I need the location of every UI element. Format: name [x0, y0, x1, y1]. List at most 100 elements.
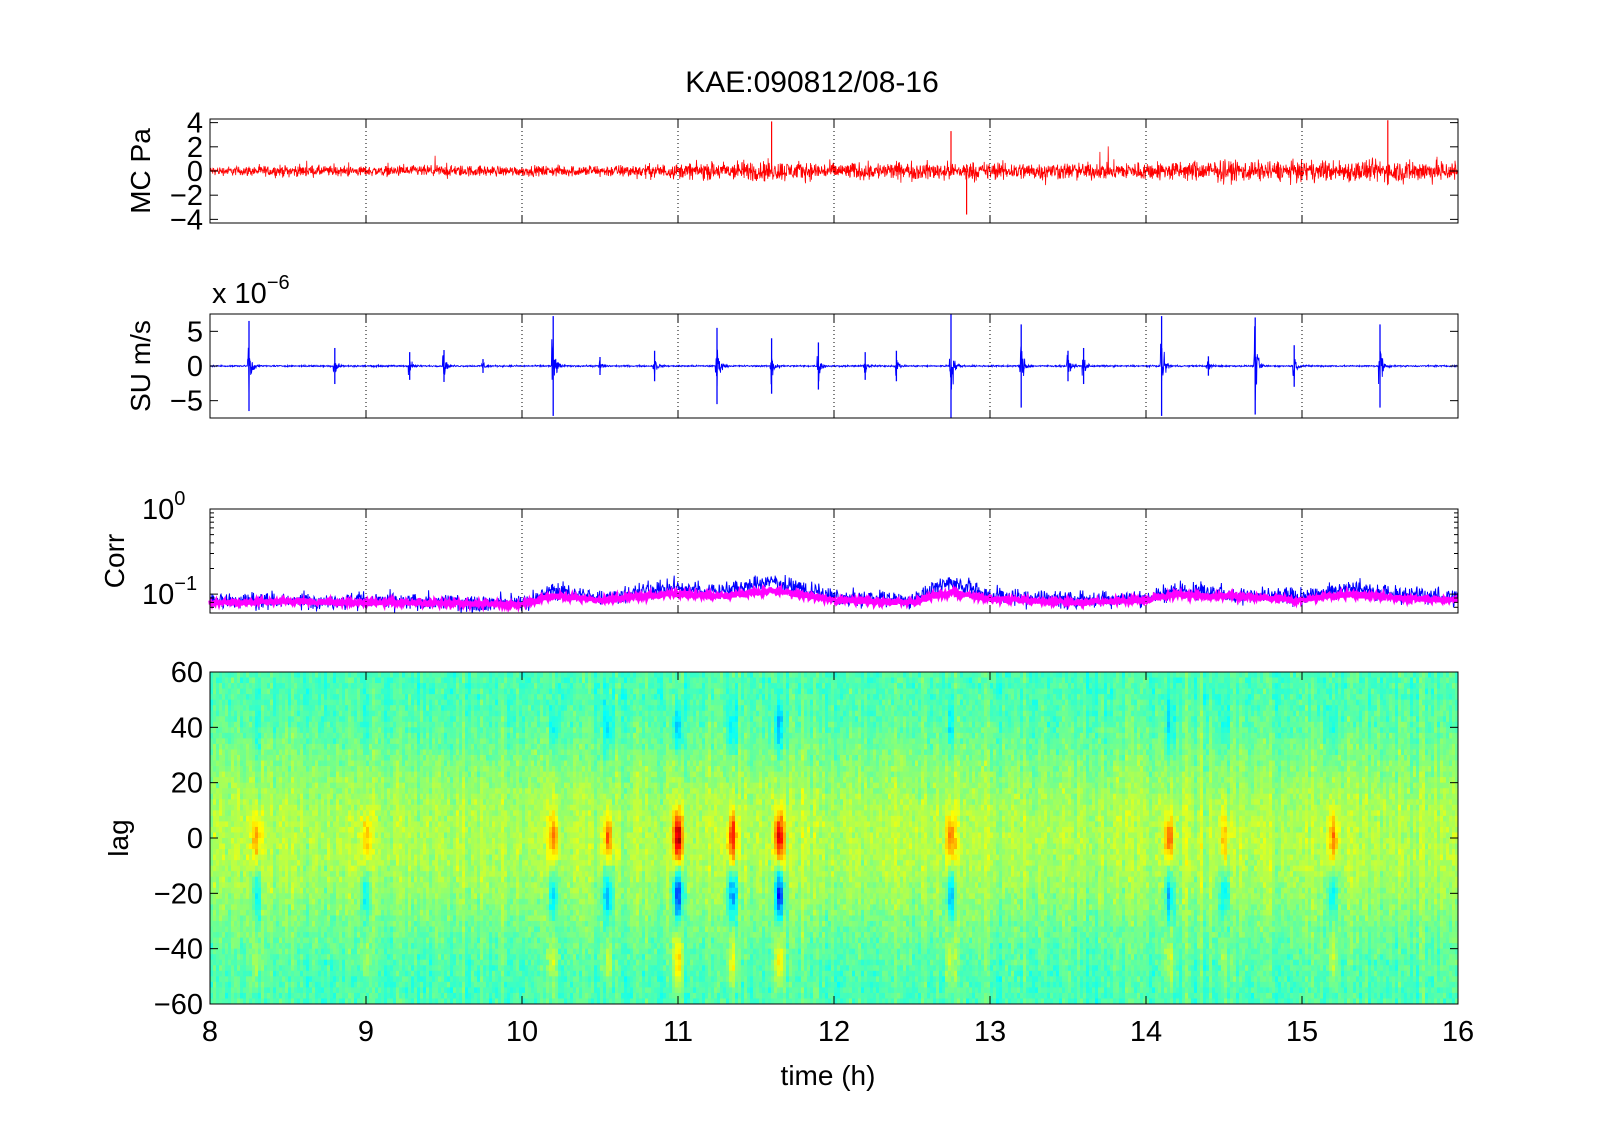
heatmap-cell: [294, 672, 298, 678]
heatmap-cell: [1119, 677, 1123, 684]
heatmap-cell: [1026, 688, 1030, 695]
heatmap-cell: [240, 716, 244, 723]
heatmap-cell: [333, 688, 337, 695]
heatmap-cell: [840, 688, 844, 695]
heatmap-cell: [1002, 694, 1006, 701]
heatmap-cell: [411, 688, 415, 695]
heatmap-cell: [696, 677, 700, 684]
heatmap-cell: [513, 727, 517, 734]
heatmap-cell: [327, 694, 331, 701]
heatmap-cell: [315, 727, 319, 734]
heatmap-cell: [1398, 694, 1402, 701]
heatmap-cell: [495, 672, 499, 678]
heatmap-cell: [441, 683, 445, 689]
heatmap-cell: [549, 705, 553, 712]
heatmap-cell: [534, 699, 538, 706]
heatmap-cell: [1371, 688, 1375, 695]
heatmap-cell: [1383, 672, 1387, 678]
heatmap-cell: [1314, 683, 1318, 689]
heatmap-cell: [1308, 705, 1312, 712]
heatmap-cell: [495, 699, 499, 706]
heatmap-cell: [882, 672, 886, 678]
heatmap-cell: [1356, 705, 1360, 712]
heatmap-cell: [537, 677, 541, 684]
heatmap-cell: [519, 705, 523, 712]
heatmap-cell: [291, 688, 295, 695]
heatmap-cell: [558, 732, 562, 739]
heatmap-cell: [1215, 699, 1219, 706]
heatmap-cell: [420, 672, 424, 678]
heatmap-cell: [459, 699, 463, 706]
heatmap-cell: [1026, 672, 1030, 678]
heatmap-cell: [1422, 705, 1426, 712]
heatmap-cell: [864, 716, 868, 723]
heatmap-cell: [1134, 688, 1138, 695]
lag-heatmap: [210, 672, 1459, 1005]
heatmap-cell: [789, 716, 793, 723]
heatmap-cell: [1344, 688, 1348, 695]
heatmap-cell: [267, 677, 271, 684]
heatmap-cell: [642, 732, 646, 739]
heatmap-cell: [339, 672, 343, 678]
heatmap-cell: [1080, 672, 1084, 678]
heatmap-cell: [852, 732, 856, 739]
heatmap-cell: [828, 699, 832, 706]
heatmap-cell: [879, 721, 883, 728]
heatmap-cell: [282, 677, 286, 684]
heatmap-cell: [306, 727, 310, 734]
heatmap-cell: [486, 710, 490, 717]
heatmap-cell: [1368, 683, 1372, 689]
heatmap-cell: [930, 677, 934, 684]
heatmap-cell: [1428, 699, 1432, 706]
heatmap-cell: [1092, 716, 1096, 723]
heatmap-cell: [1110, 683, 1114, 689]
heatmap-cell: [561, 716, 565, 723]
heatmap-cell: [1206, 699, 1210, 706]
heatmap-cell: [1284, 710, 1288, 717]
heatmap-cell: [1446, 683, 1450, 689]
heatmap-cell: [348, 710, 352, 717]
heatmap-cell: [1203, 721, 1207, 728]
heatmap-cell: [492, 688, 496, 695]
heatmap-cell: [1275, 716, 1279, 723]
heatmap-cell: [1068, 721, 1072, 728]
heatmap-cell: [1305, 677, 1309, 684]
heatmap-cell: [438, 705, 442, 712]
heatmap-cell: [888, 672, 892, 678]
heatmap-cell: [774, 699, 778, 706]
heatmap-cell: [723, 688, 727, 695]
heatmap-cell: [315, 716, 319, 723]
heatmap-cell: [945, 716, 949, 723]
heatmap-cell: [972, 721, 976, 728]
heatmap-cell: [360, 677, 364, 684]
heatmap-cell: [999, 710, 1003, 717]
heatmap-cell: [639, 716, 643, 723]
heatmap-cell: [216, 705, 220, 712]
heatmap-cell: [957, 694, 961, 701]
heatmap-cell: [1083, 710, 1087, 717]
heatmap-cell: [513, 672, 517, 678]
heatmap-cell: [234, 677, 238, 684]
heatmap-cell: [1338, 694, 1342, 701]
heatmap-cell: [921, 732, 925, 739]
heatmap-cell: [1224, 677, 1228, 684]
heatmap-cell: [1011, 721, 1015, 728]
heatmap-cell: [816, 716, 820, 723]
heatmap-cell: [1149, 683, 1153, 689]
heatmap-cell: [798, 716, 802, 723]
heatmap-cell: [1425, 710, 1429, 717]
heatmap-cell: [321, 732, 325, 739]
heatmap-cell: [1329, 683, 1333, 689]
heatmap-cell: [993, 688, 997, 695]
heatmap-cell: [1416, 705, 1420, 712]
heatmap-cell: [726, 683, 730, 689]
heatmap-cell: [624, 688, 628, 695]
heatmap-cell: [1395, 688, 1399, 695]
heatmap-cell: [657, 721, 661, 728]
heatmap-cell: [1305, 688, 1309, 695]
heatmap-cell: [1104, 727, 1108, 734]
heatmap-cell: [1146, 688, 1150, 695]
heatmap-cell: [1293, 699, 1297, 706]
heatmap-cell: [1083, 672, 1087, 678]
heatmap-cell: [444, 677, 448, 684]
